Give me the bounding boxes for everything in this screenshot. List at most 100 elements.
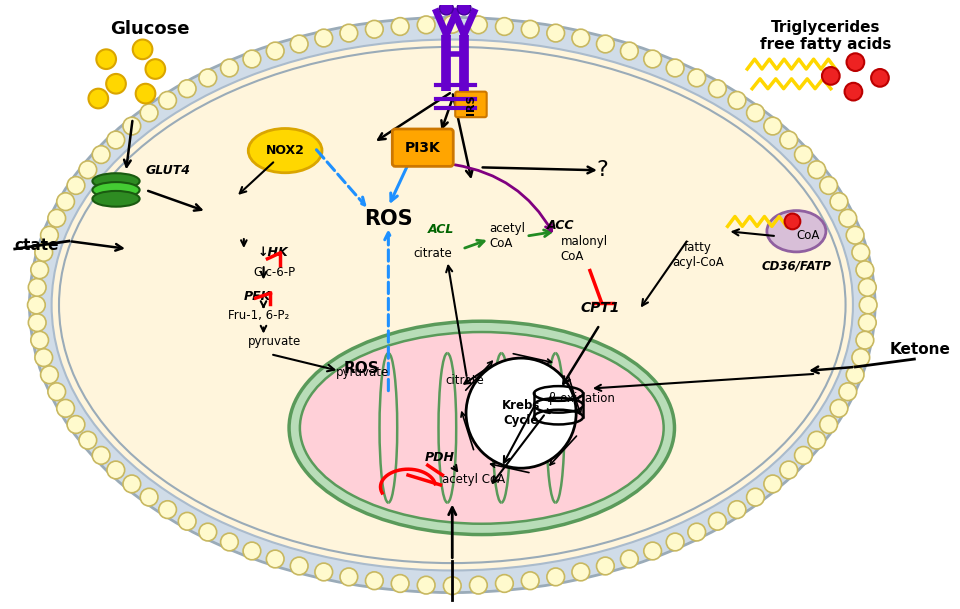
Text: PDH: PDH xyxy=(424,451,455,464)
Circle shape xyxy=(107,131,125,149)
Circle shape xyxy=(859,296,877,314)
Circle shape xyxy=(839,209,856,227)
Circle shape xyxy=(444,577,461,594)
Circle shape xyxy=(780,131,798,149)
Circle shape xyxy=(521,21,540,38)
FancyArrowPatch shape xyxy=(240,163,274,194)
FancyArrowPatch shape xyxy=(453,94,472,177)
FancyArrowPatch shape xyxy=(261,267,266,277)
FancyArrowPatch shape xyxy=(545,409,550,414)
Text: IRS: IRS xyxy=(466,94,476,114)
Circle shape xyxy=(620,550,638,568)
Text: ↓HK: ↓HK xyxy=(257,247,288,259)
FancyArrowPatch shape xyxy=(491,463,529,473)
Circle shape xyxy=(822,67,840,85)
Circle shape xyxy=(290,35,308,53)
FancyArrowPatch shape xyxy=(124,121,132,167)
Circle shape xyxy=(572,563,589,581)
FancyArrowPatch shape xyxy=(241,239,247,246)
Circle shape xyxy=(847,366,864,384)
Circle shape xyxy=(199,69,217,86)
Text: Glc-6-P: Glc-6-P xyxy=(253,266,296,279)
FancyArrowPatch shape xyxy=(378,93,450,139)
Circle shape xyxy=(140,488,158,506)
Circle shape xyxy=(48,383,65,401)
FancyArrowPatch shape xyxy=(642,241,686,306)
Circle shape xyxy=(418,576,435,594)
FancyArrowPatch shape xyxy=(514,354,552,364)
Circle shape xyxy=(444,15,461,33)
Circle shape xyxy=(856,331,874,349)
FancyArrowPatch shape xyxy=(549,396,554,401)
FancyArrowPatch shape xyxy=(465,365,492,384)
FancyArrowPatch shape xyxy=(148,191,202,211)
FancyArrowPatch shape xyxy=(732,230,774,236)
Circle shape xyxy=(820,416,837,434)
Circle shape xyxy=(88,89,108,108)
Circle shape xyxy=(644,50,661,68)
Text: Fru-1, 6-P₂: Fru-1, 6-P₂ xyxy=(228,309,289,322)
FancyArrowPatch shape xyxy=(483,167,594,174)
Text: ACC: ACC xyxy=(546,219,574,232)
Circle shape xyxy=(221,533,238,551)
Circle shape xyxy=(596,557,614,575)
FancyArrowPatch shape xyxy=(442,96,453,128)
Circle shape xyxy=(728,501,746,518)
Circle shape xyxy=(839,383,856,401)
Circle shape xyxy=(666,59,684,77)
FancyBboxPatch shape xyxy=(455,91,487,117)
Circle shape xyxy=(340,24,358,42)
Ellipse shape xyxy=(30,18,876,593)
Circle shape xyxy=(31,331,49,349)
Circle shape xyxy=(784,214,801,229)
Text: PFK: PFK xyxy=(244,290,271,303)
Circle shape xyxy=(418,16,435,33)
FancyArrowPatch shape xyxy=(550,436,577,465)
Circle shape xyxy=(266,550,284,568)
Text: ROS: ROS xyxy=(364,209,413,230)
FancyArrowPatch shape xyxy=(385,233,392,391)
Circle shape xyxy=(35,349,53,367)
FancyArrowPatch shape xyxy=(446,266,467,376)
Circle shape xyxy=(688,69,706,86)
Circle shape xyxy=(820,177,837,194)
Circle shape xyxy=(366,572,383,590)
Circle shape xyxy=(179,80,196,97)
Circle shape xyxy=(40,366,59,384)
Circle shape xyxy=(495,575,514,593)
FancyArrowPatch shape xyxy=(261,326,266,331)
Circle shape xyxy=(521,572,540,590)
Circle shape xyxy=(158,91,177,109)
Circle shape xyxy=(858,314,876,331)
Text: Triglycerides
free fatty acids: Triglycerides free fatty acids xyxy=(760,20,892,52)
Circle shape xyxy=(243,50,261,68)
Text: pyruvate: pyruvate xyxy=(248,335,301,348)
Circle shape xyxy=(747,104,764,122)
Text: pyruvate: pyruvate xyxy=(336,367,390,379)
Circle shape xyxy=(221,59,238,77)
FancyArrowPatch shape xyxy=(72,241,122,251)
Circle shape xyxy=(764,475,781,493)
Circle shape xyxy=(243,542,261,560)
FancyArrowPatch shape xyxy=(504,406,535,463)
Circle shape xyxy=(856,261,874,279)
Circle shape xyxy=(708,80,726,97)
Circle shape xyxy=(469,16,488,33)
Circle shape xyxy=(847,54,864,71)
Circle shape xyxy=(123,117,141,135)
Ellipse shape xyxy=(289,321,675,535)
Circle shape xyxy=(48,209,65,227)
Circle shape xyxy=(31,261,49,279)
FancyArrowPatch shape xyxy=(261,301,266,307)
Ellipse shape xyxy=(52,40,852,571)
Circle shape xyxy=(830,400,848,417)
Circle shape xyxy=(392,575,409,593)
Circle shape xyxy=(29,278,46,296)
Ellipse shape xyxy=(767,211,826,252)
Circle shape xyxy=(688,523,706,541)
Circle shape xyxy=(547,568,564,586)
FancyArrowPatch shape xyxy=(391,167,407,201)
Circle shape xyxy=(107,461,125,479)
Circle shape xyxy=(808,431,826,449)
Text: NOX2: NOX2 xyxy=(266,144,304,157)
